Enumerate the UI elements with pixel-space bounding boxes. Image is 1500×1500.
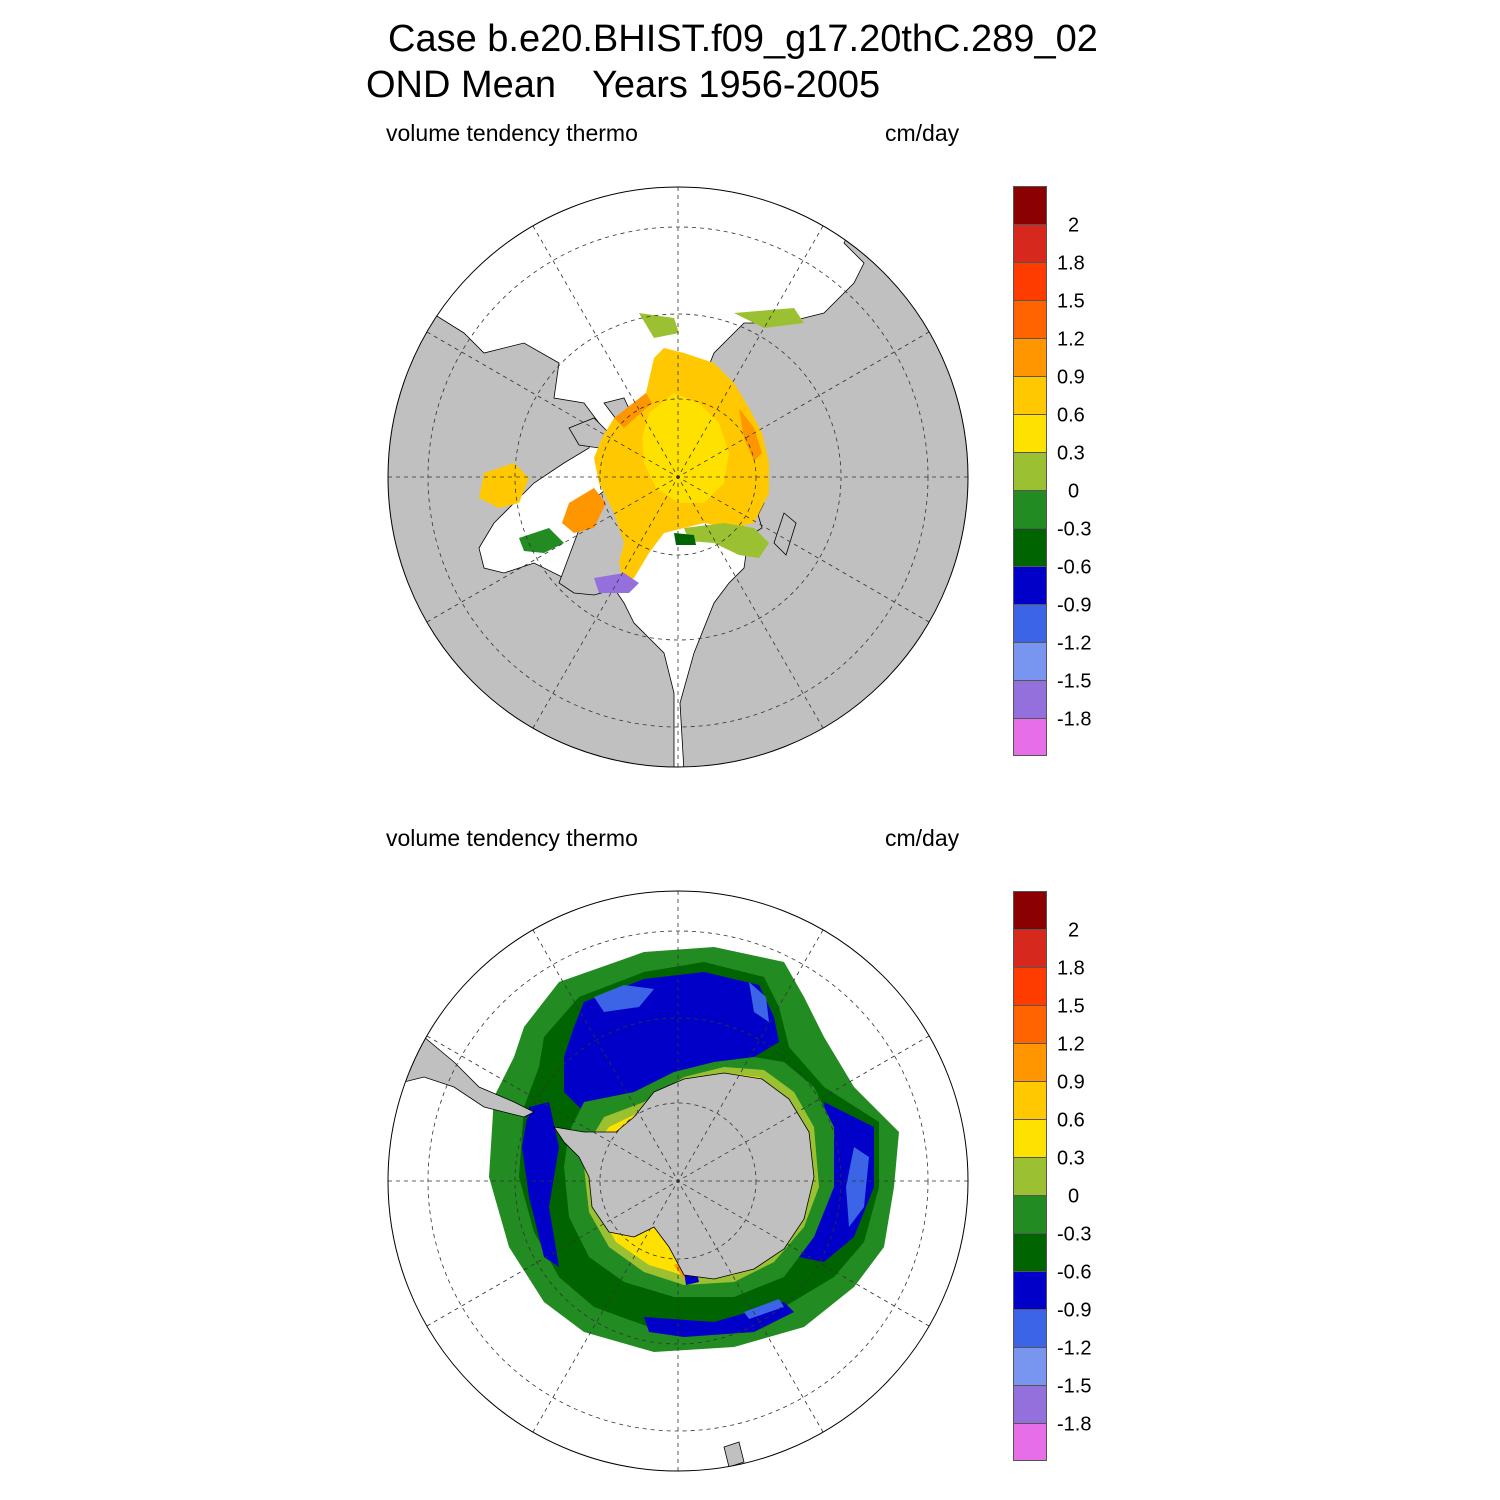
north-cbar-label: -0.9	[1057, 594, 1092, 617]
figure-title-case: Case b.e20.BHIST.f09_g17.20thC.289_02	[388, 18, 1098, 60]
season-label: OND Mean	[366, 64, 557, 106]
south-cbar-label: 0	[1068, 1185, 1080, 1208]
south-polar-map	[387, 890, 969, 1472]
south-land	[388, 1026, 815, 1468]
south-cbar-label: 0.3	[1057, 1147, 1085, 1170]
years-label: Years 1956-2005	[592, 64, 881, 106]
north-cbar-label: -1.5	[1057, 670, 1092, 693]
north-cbar-label: 1.2	[1057, 328, 1085, 351]
south-graticule	[388, 891, 968, 1471]
north-cbar-label: -0.3	[1057, 518, 1092, 541]
south-variable-label: volume tendency thermo	[386, 825, 638, 851]
south-cbar-label: 1.2	[1057, 1033, 1085, 1056]
south-cbar-label: 0.6	[1057, 1109, 1085, 1132]
north-cbar-label: 1.5	[1057, 290, 1085, 313]
south-cbar-label: -1.5	[1057, 1375, 1092, 1398]
south-cbar-label: -0.9	[1057, 1299, 1092, 1322]
south-cbar-label: 0.9	[1057, 1071, 1085, 1094]
north-cbar-label: 0	[1068, 480, 1080, 503]
south-cbar-label: -0.6	[1057, 1261, 1092, 1284]
north-cbar-label: 0.6	[1057, 404, 1085, 427]
north-map-border	[387, 186, 969, 768]
south-cbar-label: -1.2	[1057, 1337, 1092, 1360]
figure-title-period: OND Mean Years 1956-2005	[366, 64, 880, 107]
south-cbar-label: 1.5	[1057, 995, 1085, 1018]
north-cbar-label: 1.8	[1057, 252, 1085, 275]
north-cbar-label: 2	[1068, 214, 1080, 237]
south-units-label: cm/day	[885, 825, 960, 851]
north-cbar-label: -1.2	[1057, 632, 1092, 655]
north-cbar-label: -1.8	[1057, 708, 1092, 731]
south-cbar-label: -1.8	[1057, 1413, 1092, 1436]
north-polar-map	[387, 186, 969, 768]
south-cbar-label: 1.8	[1057, 957, 1085, 980]
north-units-label: cm/day	[885, 120, 960, 146]
north-ice-field	[479, 308, 804, 593]
north-cbar-label: -0.6	[1057, 556, 1092, 579]
south-cbar-label: 2	[1068, 919, 1080, 942]
north-cbar-label: 0.9	[1057, 366, 1085, 389]
north-cbar-label: 0.3	[1057, 442, 1085, 465]
south-map-border	[387, 890, 969, 1472]
south-cbar-label: -0.3	[1057, 1223, 1092, 1246]
north-land	[388, 187, 968, 767]
north-graticule	[388, 187, 968, 767]
north-variable-label: volume tendency thermo	[386, 120, 638, 146]
